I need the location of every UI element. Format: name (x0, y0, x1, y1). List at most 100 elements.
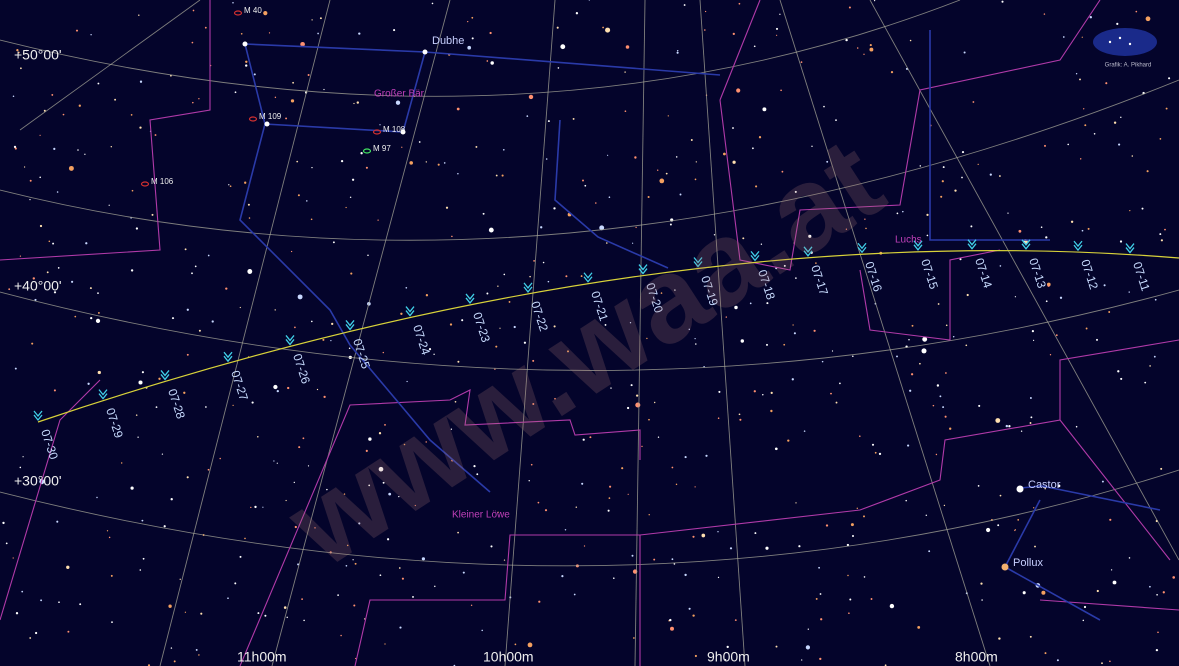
star (12, 95, 15, 97)
star (736, 88, 741, 93)
star (1155, 648, 1159, 652)
star (835, 401, 838, 404)
logo-badge (1093, 28, 1157, 56)
star (1081, 229, 1084, 232)
star (1160, 467, 1163, 470)
date-marker (523, 282, 533, 293)
star (184, 248, 187, 251)
star (18, 51, 20, 54)
star (263, 11, 268, 16)
star (815, 597, 818, 600)
star (935, 453, 938, 456)
star (675, 156, 678, 158)
star (108, 536, 111, 539)
date-marker (465, 293, 475, 304)
star (183, 391, 186, 394)
star (87, 382, 90, 385)
star (791, 378, 794, 381)
star (302, 437, 305, 440)
star (671, 466, 674, 469)
star (1110, 569, 1113, 571)
star (337, 594, 339, 596)
star (14, 367, 17, 370)
star (475, 145, 478, 148)
star (1001, 0, 1004, 3)
star (584, 184, 587, 187)
star (191, 41, 194, 44)
date-marker (1125, 243, 1135, 254)
star (90, 34, 92, 36)
star (943, 504, 946, 507)
star (762, 394, 764, 396)
star (481, 629, 483, 632)
star (490, 61, 494, 65)
star (589, 436, 592, 439)
star (486, 60, 489, 62)
star (800, 61, 803, 63)
star (795, 502, 797, 504)
date-marker (750, 250, 760, 262)
star (792, 324, 794, 326)
star (692, 535, 695, 538)
star (688, 328, 691, 331)
star (170, 647, 173, 649)
star (986, 527, 991, 533)
star (582, 179, 584, 182)
star (547, 280, 550, 283)
star (849, 598, 852, 601)
star (528, 480, 530, 482)
star (583, 545, 586, 547)
star (1162, 591, 1165, 594)
star (634, 156, 637, 159)
star (775, 27, 779, 30)
star (528, 94, 534, 100)
star (675, 483, 678, 486)
star (257, 436, 259, 438)
star (807, 628, 809, 630)
star (949, 427, 952, 430)
star (32, 277, 35, 280)
star (848, 6, 851, 9)
star (186, 476, 189, 479)
star (31, 342, 34, 345)
star (557, 67, 560, 69)
star (1149, 365, 1151, 367)
star (130, 269, 134, 272)
star (939, 395, 942, 398)
star (437, 163, 440, 166)
star (621, 467, 624, 470)
constellation-name: Luchs (895, 235, 922, 246)
logo: Grafik: A. Pikhard (1093, 28, 1157, 69)
star (1059, 296, 1063, 299)
deep-sky-object (248, 116, 258, 122)
star (97, 292, 99, 294)
star (635, 226, 637, 229)
star (998, 637, 1001, 640)
star (997, 524, 1000, 527)
star (871, 443, 875, 446)
star (317, 32, 319, 35)
star (53, 389, 56, 392)
star (287, 386, 290, 390)
star (530, 463, 533, 466)
star (110, 574, 113, 577)
star (1160, 239, 1163, 242)
star (399, 626, 402, 629)
star (471, 37, 474, 40)
ra-label: 8h00m (955, 649, 998, 665)
star (1029, 635, 1032, 638)
star (725, 316, 727, 318)
star (1101, 662, 1103, 665)
star (1157, 631, 1159, 634)
star (244, 181, 247, 184)
star (137, 436, 139, 438)
star (1044, 144, 1046, 147)
star (942, 166, 945, 169)
star (454, 400, 457, 403)
star (356, 101, 359, 104)
star (239, 555, 242, 558)
star (12, 557, 14, 559)
star (630, 384, 633, 387)
